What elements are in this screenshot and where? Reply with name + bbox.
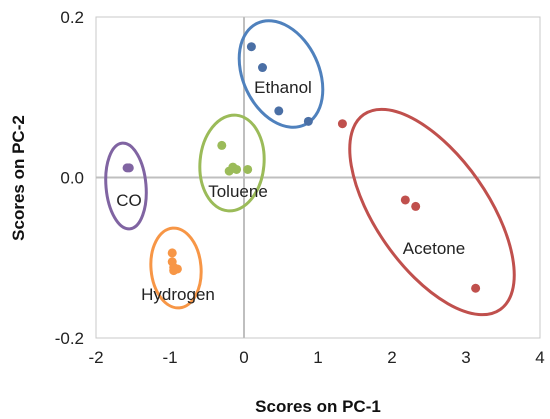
acetone-point [337, 119, 347, 129]
hydrogen-point [167, 248, 177, 258]
y-axis-title: Scores on PC-2 [9, 115, 28, 241]
hydrogen-point [172, 264, 182, 274]
y-tick-label: 0.2 [60, 8, 84, 27]
acetone-point [400, 195, 410, 205]
x-tick-label: 0 [239, 348, 248, 367]
hydrogen-label: Hydrogen [141, 285, 215, 304]
acetone-label: Acetone [403, 239, 465, 258]
cluster-ellipses [104, 19, 516, 317]
ethanol-label: Ethanol [254, 78, 312, 97]
data-points [122, 42, 481, 293]
ethanol-point [303, 116, 313, 126]
ethanol-point [258, 63, 267, 73]
toluene-label: Toluene [208, 182, 268, 201]
ethanol-point [274, 106, 284, 116]
x-tick-label: 1 [313, 348, 322, 367]
acetone-point [411, 201, 421, 211]
cluster-labels: Ethanol Acetone Toluene CO Hydrogen [116, 78, 465, 304]
toluene-point [232, 164, 242, 174]
y-tick-label: 0.0 [60, 169, 84, 188]
ethanol-point [246, 42, 256, 52]
x-tick-labels: -2 -1 0 1 2 3 4 [88, 348, 544, 367]
acetone-point [471, 283, 481, 293]
acetone-cluster-ellipse [348, 107, 516, 317]
x-tick-label: -1 [162, 348, 177, 367]
y-tick-label: -0.2 [55, 329, 84, 348]
toluene-point [243, 164, 253, 174]
x-tick-label: 2 [387, 348, 396, 367]
x-tick-label: 4 [535, 348, 544, 367]
toluene-cluster-ellipse [198, 113, 266, 213]
x-tick-label: 3 [461, 348, 470, 367]
x-axis-title: Scores on PC-1 [255, 397, 381, 416]
hydrogen-cluster-ellipse [149, 226, 203, 310]
x-tick-label: -2 [88, 348, 103, 367]
y-tick-labels: 0.2 0.0 -0.2 [55, 8, 84, 348]
co-point [124, 163, 134, 173]
co-label: CO [116, 191, 142, 210]
zero-lines [96, 17, 540, 338]
co-cluster-ellipse [104, 141, 148, 231]
toluene-point [217, 140, 227, 150]
ethanol-cluster-ellipse [237, 19, 325, 129]
